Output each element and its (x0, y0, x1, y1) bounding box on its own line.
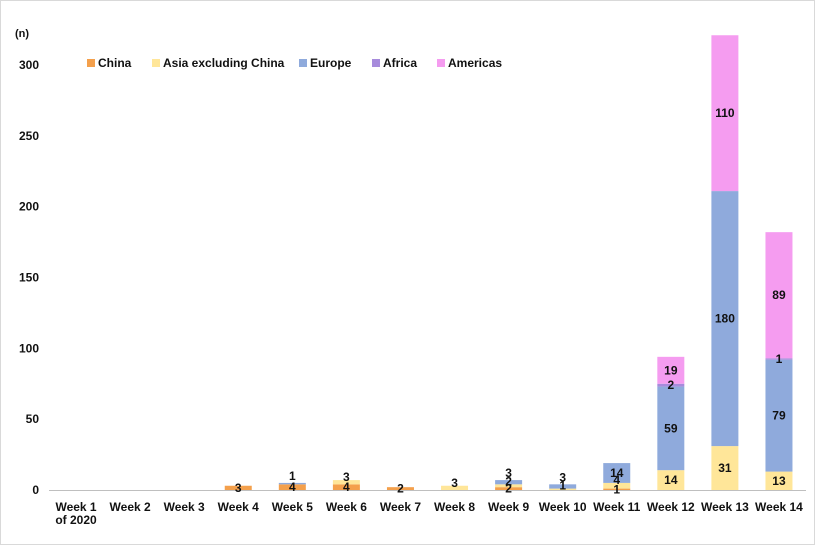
data-label: 1 (613, 482, 620, 496)
data-label: 3 (343, 470, 350, 484)
bar-segment (711, 191, 739, 447)
bar-segment (495, 487, 523, 490)
legend-swatch (299, 59, 307, 67)
bar-segment (332, 484, 360, 490)
legend: China Asia excluding China Europe Africa Ame… (87, 56, 502, 70)
data-label: 1 (776, 352, 783, 366)
x-tick-label: Week 13 (701, 500, 749, 514)
y-tick-label: 0 (32, 483, 39, 497)
bar-segment (765, 358, 793, 360)
bar-segment (765, 232, 793, 359)
bar-segment (386, 487, 414, 490)
data-label: 4 (343, 480, 350, 494)
y-tick-label: 200 (19, 200, 39, 214)
y-tick-label: 250 (19, 129, 39, 143)
data-label: 13 (772, 474, 786, 488)
x-tick-label: Week 12 (647, 500, 695, 514)
x-tick-label: Week 8 (434, 500, 475, 514)
y-tick-label: 300 (19, 58, 39, 72)
x-tick-label: Week 7 (380, 500, 421, 514)
bar-segment (765, 359, 793, 472)
bar-segment (278, 482, 306, 485)
bar-segment (657, 470, 685, 490)
data-label: 59 (664, 421, 678, 435)
x-tick-label: Week 11 (593, 500, 640, 514)
data-label: 3 (559, 470, 566, 484)
axes: (n) 0 50 100 150 200 250 300 Week 1of 2020 Week 2… (15, 28, 806, 527)
x-tick-label: Week 4 (218, 500, 259, 514)
data-label: 180 (715, 312, 735, 326)
x-tick-label: Week 1 (55, 500, 96, 514)
legend-swatch (152, 59, 160, 67)
data-label: 89 (772, 288, 786, 302)
bar-segment (495, 484, 523, 488)
data-label: 3 (451, 476, 458, 490)
data-label: 4 (289, 480, 296, 494)
data-label: 3 (235, 481, 242, 495)
bar-segment (549, 484, 577, 489)
x-tick-label: Week 9 (488, 500, 529, 514)
bar-segment (224, 485, 252, 490)
bar-segment (495, 480, 523, 485)
x-tick-label: Week 2 (110, 500, 151, 514)
x-tick-label: Week 6 (326, 500, 367, 514)
bar-segment (657, 383, 685, 387)
bar-segment (657, 356, 685, 384)
bar-segment (711, 35, 739, 192)
data-label: 19 (664, 363, 678, 377)
data-label: 1 (559, 479, 566, 493)
data-label: 4 (613, 473, 620, 487)
legend-label: China (98, 56, 132, 70)
y-axis-unit-label: (n) (15, 28, 29, 40)
x-tick-label: of 2020 (55, 513, 97, 527)
x-tick-label: Week 10 (539, 500, 587, 514)
legend-swatch (372, 59, 380, 67)
x-tick-label: Week 3 (164, 500, 205, 514)
data-label: 14 (664, 473, 678, 487)
bar-segment (657, 386, 685, 471)
bar-segment (603, 482, 631, 489)
bar-segment (332, 480, 360, 485)
data-label: 1 (289, 469, 296, 483)
data-label: 31 (718, 461, 732, 475)
data-label: 79 (772, 409, 786, 423)
data-label: 2 (397, 482, 404, 496)
legend-swatch (437, 59, 445, 67)
bar-segment (765, 471, 793, 490)
data-label: 14 (610, 466, 624, 480)
y-tick-label: 150 (19, 271, 39, 285)
bar-segment (278, 484, 306, 490)
legend-label: Americas (448, 56, 502, 70)
bar-segment (441, 485, 469, 490)
bars (224, 35, 793, 490)
bar-segment (603, 463, 631, 483)
bar-segment (603, 488, 631, 490)
data-label: 3 (505, 466, 512, 480)
bar-segment (549, 488, 577, 490)
bar-segment (711, 446, 739, 490)
x-tick-label: Week 5 (272, 500, 313, 514)
data-label: 110 (715, 106, 735, 120)
data-label: 2 (505, 482, 512, 496)
legend-label: Africa (383, 56, 417, 70)
y-tick-label: 100 (19, 341, 39, 355)
legend-label: Europe (310, 56, 352, 70)
data-label: 2 (667, 378, 674, 392)
data-label: 2 (505, 474, 512, 488)
legend-label: Asia excluding China (163, 56, 285, 70)
y-tick-label: 50 (26, 412, 40, 426)
x-tick-label: Week 14 (755, 500, 803, 514)
legend-swatch (87, 59, 95, 67)
